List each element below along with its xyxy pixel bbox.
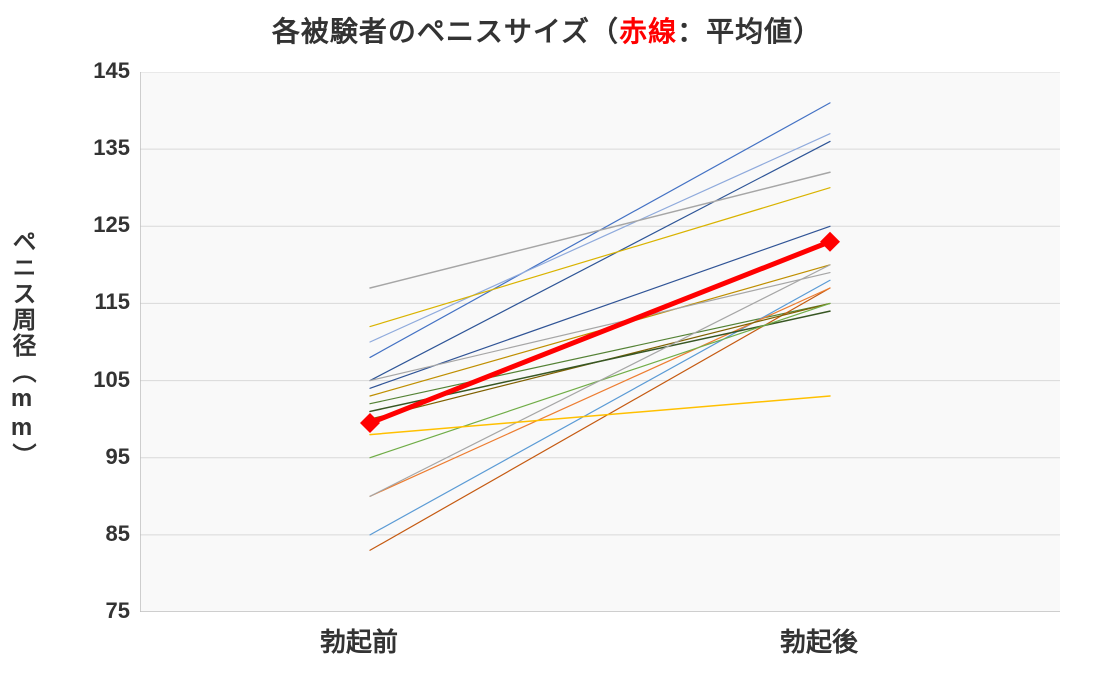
- x-category-label: 勃起前: [320, 622, 398, 659]
- title-suffix: ：平均値）: [677, 16, 822, 47]
- chart-plot: [140, 72, 1060, 612]
- y-axis-label: ペニス周径（mm）: [4, 229, 39, 469]
- x-category-label: 勃起後: [780, 622, 858, 659]
- title-red: 赤線: [619, 16, 677, 47]
- y-tick: 85: [80, 521, 130, 547]
- y-tick: 75: [80, 598, 130, 624]
- y-tick: 115: [80, 289, 130, 315]
- y-tick: 125: [80, 212, 130, 238]
- y-tick: 135: [80, 135, 130, 161]
- chart-title: 各被験者のペニスサイズ（赤線：平均値）: [0, 10, 1094, 50]
- y-tick: 95: [80, 444, 130, 470]
- title-prefix: 各被験者のペニスサイズ（: [272, 16, 619, 47]
- y-tick: 105: [80, 367, 130, 393]
- chart-container: 各被験者のペニスサイズ（赤線：平均値） ペニス周径（mm） 75 85 95 105 1…: [0, 0, 1094, 698]
- y-tick: 145: [80, 58, 130, 84]
